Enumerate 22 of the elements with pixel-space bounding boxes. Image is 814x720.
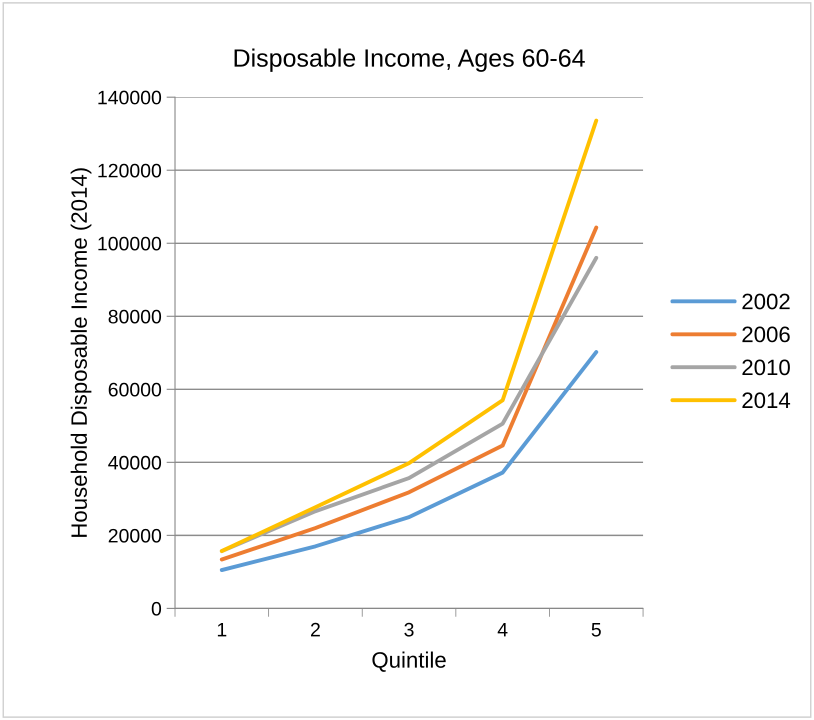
legend-label: 2002 bbox=[742, 294, 790, 310]
legend-label: 2014 bbox=[742, 392, 790, 408]
y-tick-label: 80000 bbox=[108, 310, 162, 324]
x-tick-label: 4 bbox=[498, 623, 508, 636]
x-tick-label: 3 bbox=[404, 622, 414, 637]
y-tick-label: 100000 bbox=[98, 236, 162, 250]
line-series bbox=[220, 118, 598, 554]
legend-label: 2006 bbox=[742, 326, 790, 342]
y-tick-label: 140000 bbox=[98, 90, 162, 104]
line-series bbox=[220, 350, 598, 572]
x-tick-label: 2 bbox=[310, 622, 320, 636]
y-tick-label: 0 bbox=[152, 602, 162, 616]
legend-label: 2010 bbox=[742, 360, 790, 376]
x-tick-label: 5 bbox=[592, 623, 601, 637]
x-axis-title: Quintile bbox=[372, 652, 446, 672]
y-tick-label: 60000 bbox=[108, 382, 162, 397]
y-tick-label: 120000 bbox=[98, 164, 162, 178]
x-tick-label: 1 bbox=[218, 623, 226, 636]
y-axis-title: Household Disposable Income (2014) bbox=[70, 168, 92, 537]
chart-title: Disposable Income, Ages 60-64 bbox=[234, 48, 585, 72]
y-tick-label: 40000 bbox=[108, 456, 162, 470]
y-tick-label: 20000 bbox=[108, 528, 162, 543]
